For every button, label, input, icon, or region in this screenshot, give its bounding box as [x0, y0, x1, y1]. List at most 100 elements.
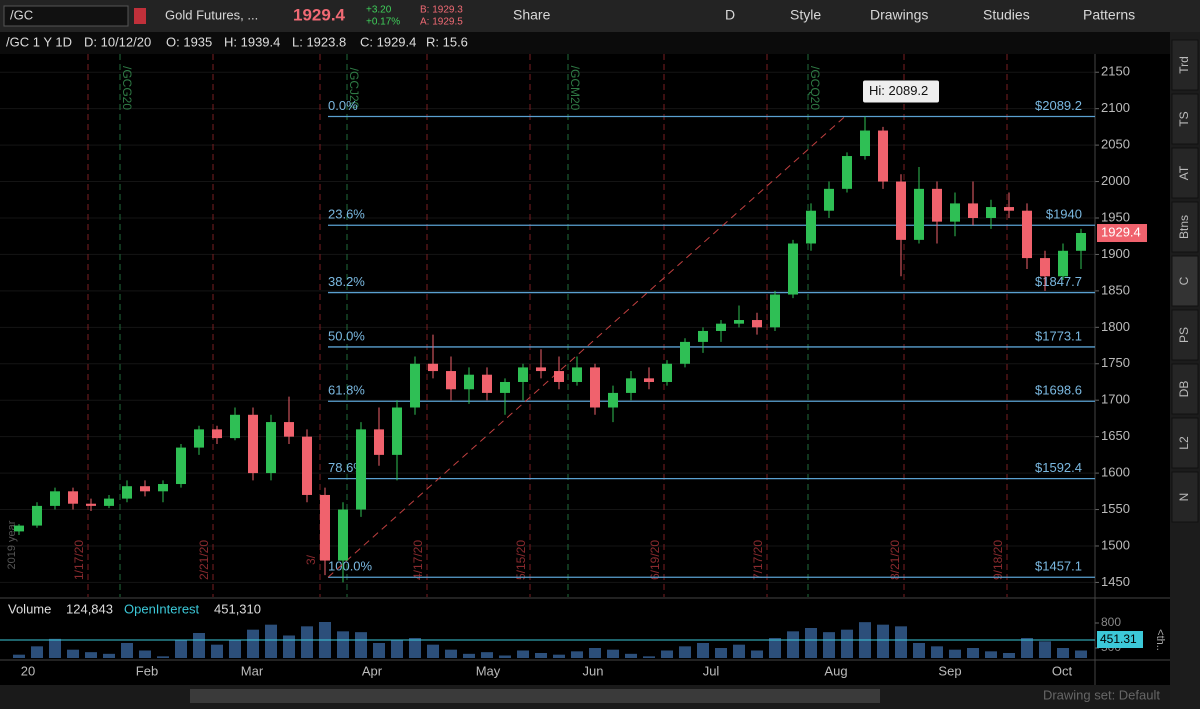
candle-body	[428, 363, 438, 372]
ask: A: 1929.5	[420, 17, 463, 28]
candle-body	[1022, 210, 1032, 259]
toolbar-button[interactable]: Share	[513, 7, 551, 23]
candle-body	[1058, 250, 1068, 277]
candle-body	[356, 429, 366, 510]
x-tick-label: Apr	[362, 663, 383, 678]
candle-body	[932, 188, 942, 222]
side-tab-label[interactable]: N	[1177, 493, 1191, 502]
volume-bar	[499, 655, 511, 658]
volume-bar	[301, 626, 313, 658]
candle-body	[266, 422, 276, 474]
side-tab-label[interactable]: PS	[1177, 327, 1191, 343]
side-tab-label[interactable]: TS	[1177, 111, 1191, 126]
side-tab[interactable]	[1171, 201, 1199, 253]
link-icon[interactable]	[134, 8, 146, 24]
event-label: 3/	[304, 554, 318, 565]
info-close: C: 1929.4	[360, 34, 416, 49]
volume-bar	[1075, 650, 1087, 658]
candle-body	[914, 188, 924, 240]
volume-bar	[607, 649, 619, 658]
volume-bar	[535, 653, 547, 658]
event-label: 6/19/20	[648, 540, 662, 580]
toolbar-button[interactable]: D	[725, 7, 735, 23]
candle-body	[284, 422, 294, 437]
fib-pct: 38.2%	[328, 274, 365, 289]
volume-bar	[841, 629, 853, 658]
fib-price: $1940	[1046, 207, 1082, 222]
y-tick-label: 2100	[1101, 100, 1130, 115]
volume-bar	[643, 656, 655, 658]
side-tab-label[interactable]: Trd	[1177, 56, 1191, 74]
fib-pct: 23.6%	[328, 207, 365, 222]
event-label: 1/17/20	[72, 540, 86, 580]
side-tab[interactable]	[1171, 39, 1199, 91]
candle-body	[410, 363, 420, 408]
y-tick-label: 1800	[1101, 319, 1130, 334]
toolbar-button[interactable]: Drawings	[870, 7, 928, 23]
toolbar-button[interactable]: Studies	[983, 7, 1030, 23]
volume-bar	[769, 638, 781, 658]
hi-box	[863, 80, 939, 103]
candle-body	[14, 525, 24, 532]
volume-bar	[85, 652, 97, 658]
y-tick-label: 1550	[1101, 501, 1130, 516]
candle-body	[122, 486, 132, 499]
volume-bar	[931, 646, 943, 658]
x-tick-label: 20	[21, 663, 35, 678]
volume-bar	[823, 632, 835, 658]
volume-bar	[103, 653, 115, 658]
scroll-thumb[interactable]	[190, 689, 880, 703]
event-label: 9/18/20	[991, 540, 1005, 580]
symbol-box[interactable]	[3, 5, 129, 27]
volume-bar	[787, 631, 799, 658]
side-tab[interactable]	[1171, 363, 1199, 415]
x-tick-label: Feb	[136, 663, 158, 678]
y-tick-label: 1750	[1101, 355, 1130, 370]
side-tab[interactable]	[1171, 147, 1199, 199]
side-tab[interactable]	[1171, 417, 1199, 469]
candle-body	[374, 429, 384, 455]
info-date: D: 10/12/20	[84, 34, 151, 49]
volume-bar	[1039, 641, 1051, 658]
candle-body	[716, 323, 726, 331]
candle-body	[968, 203, 978, 218]
y-tick-label: 1600	[1101, 465, 1130, 480]
fib-price: $1773.1	[1035, 328, 1082, 343]
candle-body	[896, 181, 906, 240]
volume-bar	[355, 632, 367, 658]
candle-body	[392, 407, 402, 455]
volume-bar	[1021, 638, 1033, 658]
last-marker	[1097, 224, 1147, 243]
volume-bar	[49, 638, 61, 658]
y-tick-label: 2050	[1101, 137, 1130, 152]
side-tab[interactable]	[1171, 309, 1199, 361]
volume-bar	[337, 631, 349, 658]
side-tab[interactable]	[1171, 255, 1199, 307]
fib-pct: 61.8%	[328, 383, 365, 398]
side-tab-label[interactable]: DB	[1177, 381, 1191, 398]
y-tick-label: 2150	[1101, 64, 1130, 79]
y-tick-label: 1450	[1101, 574, 1130, 589]
side-tab-label[interactable]: Btns	[1177, 215, 1191, 239]
fib-price: $2089.2	[1035, 98, 1082, 113]
candle-body	[770, 294, 780, 328]
toolbar-button[interactable]: Style	[790, 7, 821, 23]
contract-label: /GCJ20	[347, 68, 361, 109]
candle-body	[86, 503, 96, 506]
side-tab-label[interactable]: L2	[1177, 436, 1191, 450]
last-label: 1929.4	[1101, 224, 1141, 239]
side-tab-label[interactable]: C	[1177, 276, 1191, 285]
volume-bar	[805, 628, 817, 658]
candle-body	[104, 498, 114, 506]
toolbar-button[interactable]: Patterns	[1083, 7, 1135, 23]
oi-value: 451,310	[214, 601, 261, 616]
candle-body	[806, 210, 816, 244]
info-high: H: 1939.4	[224, 34, 280, 49]
side-tab[interactable]	[1171, 471, 1199, 523]
y-tick-label: 1850	[1101, 282, 1130, 297]
side-tab[interactable]	[1171, 93, 1199, 145]
candle-body	[176, 447, 186, 485]
side-tab-label[interactable]: AT	[1177, 165, 1191, 180]
candle-body	[320, 494, 330, 561]
